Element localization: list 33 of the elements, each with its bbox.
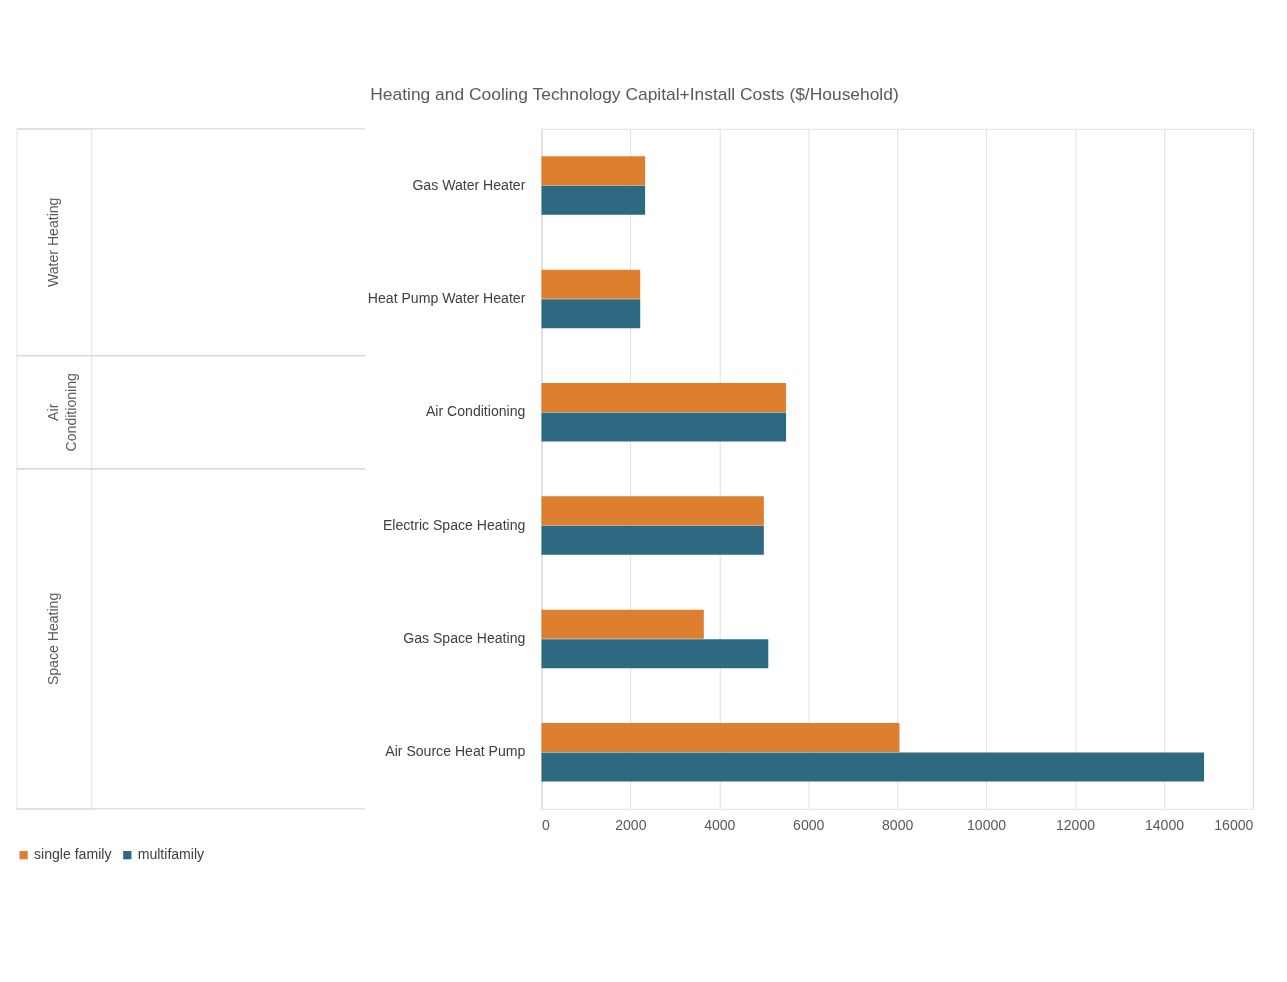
y-tick-label: Gas Water Heater — [412, 176, 526, 193]
y-tick-label: Air Conditioning — [425, 403, 526, 420]
bar — [541, 609, 704, 639]
x-tick-label: 4000 — [704, 817, 736, 834]
text: Water Heating — [45, 197, 62, 288]
bar — [541, 185, 646, 215]
x-tick-label: 2000 — [615, 817, 647, 834]
bar — [541, 525, 764, 555]
chart-title: Heating and Cooling Technology Capital+Install Costs ($/Household) — [370, 83, 899, 104]
legend-label: multifamily — [137, 846, 206, 863]
x-tick-label: 16000 — [1214, 817, 1254, 834]
x-tick-label: 0 — [541, 817, 550, 834]
bar — [541, 639, 769, 669]
bar — [541, 299, 641, 329]
text: Air Conditioning — [45, 373, 80, 452]
y-tick-label: Electric Space Heating — [382, 516, 526, 533]
x-tick-label: 8000 — [882, 817, 914, 834]
x-tick-label: 12000 — [1055, 817, 1096, 834]
bar — [541, 723, 900, 753]
text: Space Heating — [45, 592, 62, 686]
x-tick-label: 14000 — [1144, 817, 1185, 834]
bar — [541, 496, 764, 526]
legend-label: single family — [34, 846, 113, 863]
bar — [541, 752, 1205, 782]
bar — [541, 269, 641, 299]
y-tick-label: Heat Pump Water Heater — [367, 290, 526, 307]
x-tick-label: 6000 — [793, 817, 825, 834]
y-tick-label: Air Source Heat Pump — [385, 743, 526, 760]
y-tick-label: Gas Space Heating — [403, 630, 526, 647]
bar — [541, 383, 787, 413]
bar — [541, 156, 646, 186]
bar — [541, 412, 787, 442]
x-tick-label: 10000 — [967, 817, 1007, 834]
